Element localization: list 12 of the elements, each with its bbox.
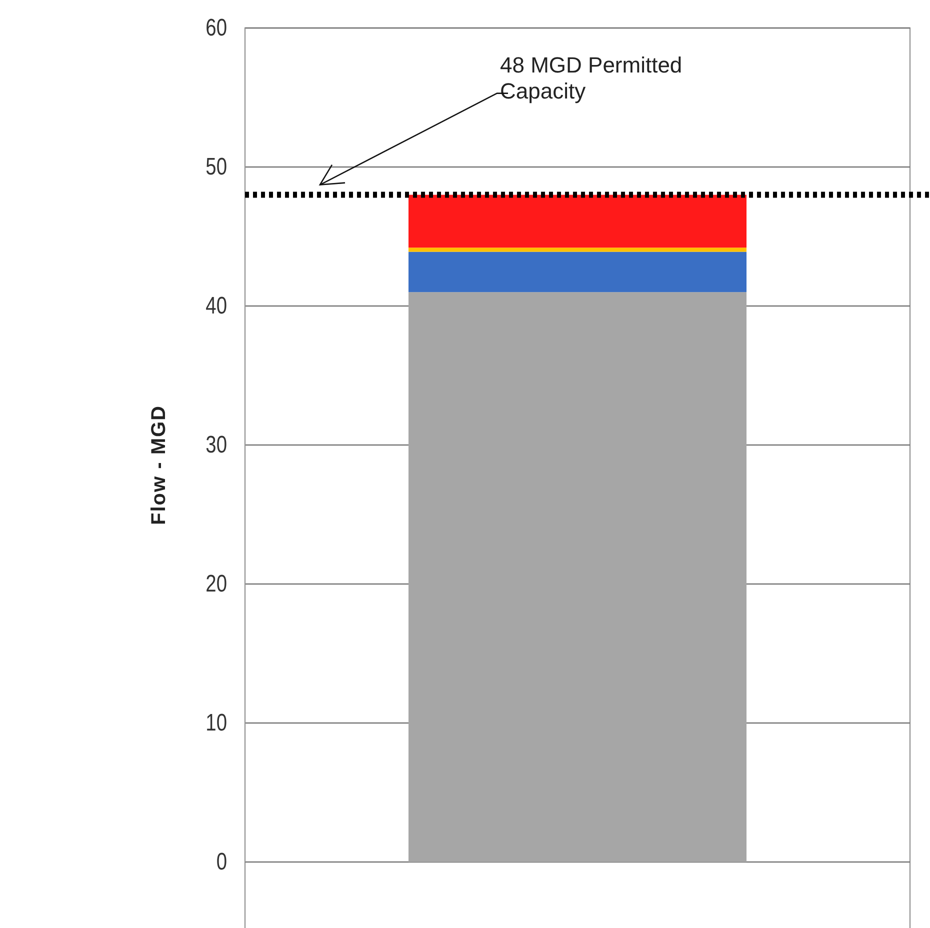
y-axis-title: Flow - MGD xyxy=(148,405,170,525)
bar xyxy=(408,252,747,292)
bar xyxy=(408,292,747,862)
y-tick-label: 30 xyxy=(206,430,227,458)
y-tick-label: 20 xyxy=(206,570,227,598)
y-tick-label: 40 xyxy=(206,292,227,320)
ref-line-label: 48 MGD Permitted Capacity xyxy=(500,52,682,104)
y-tick-label: 50 xyxy=(206,152,227,180)
bar xyxy=(408,248,747,252)
y-tick-label: 10 xyxy=(206,708,227,736)
y-tick-label: 60 xyxy=(206,14,227,42)
y-tick-label: 0 xyxy=(216,848,227,876)
